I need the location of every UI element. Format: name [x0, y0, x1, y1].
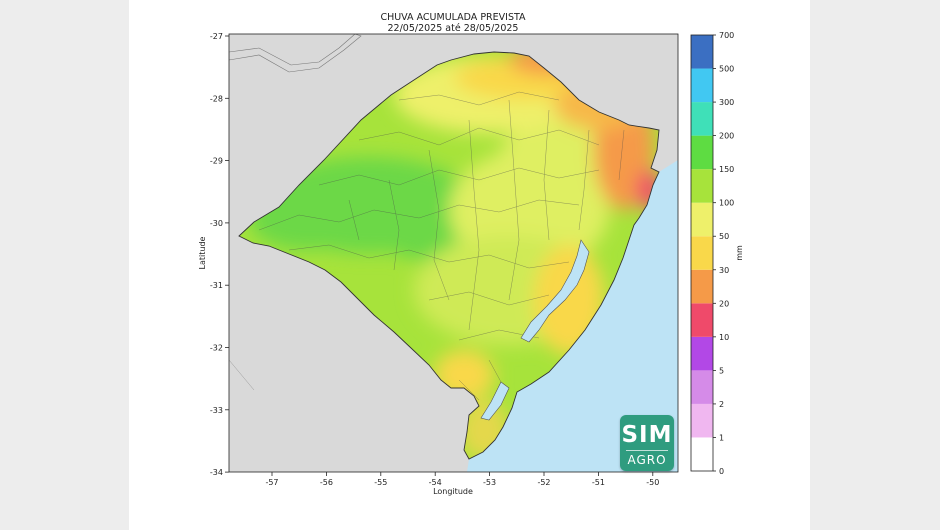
- municipal-boundaries: [258, 91, 625, 401]
- colorbar-swatch: [691, 370, 713, 404]
- colorbar-tick-label: 30: [719, 266, 729, 275]
- colorbar-swatch: [691, 102, 713, 136]
- neighbor-border-south: [229, 359, 255, 391]
- x-tick-label: -51: [592, 478, 605, 487]
- y-tick-label: -30: [210, 219, 223, 228]
- colorbar-swatch: [691, 303, 713, 337]
- colorbar: 0 1 2 5 10 20 30 50 100 150 200 300 500 700: [690, 31, 734, 476]
- colorbar-tick-label: 20: [719, 299, 729, 308]
- x-tick-label: -55: [374, 478, 387, 487]
- colorbar-tick-label: 2: [719, 400, 724, 409]
- x-axis-ticks: -57 -56 -55 -54 -53 -52 -51 -50: [265, 472, 659, 487]
- x-tick-label: -52: [537, 478, 550, 487]
- y-tick-label: -28: [210, 94, 223, 103]
- x-tick-label: -54: [429, 478, 442, 487]
- y-axis-title: Latitude: [198, 236, 207, 269]
- colorbar-swatch: [691, 336, 713, 371]
- y-tick-label: -29: [210, 157, 223, 166]
- x-tick-label: -56: [320, 478, 333, 487]
- logo-sim-text: SIM: [621, 422, 673, 448]
- colorbar-tick-label: 700: [719, 31, 734, 40]
- colorbar-tick-label: 1: [719, 433, 724, 442]
- colorbar-swatch: [691, 269, 713, 304]
- y-axis-ticks: -27 -28 -29 -30 -31 -32 -33 -34: [210, 32, 229, 477]
- colorbar-tick-label: 500: [719, 65, 734, 74]
- plot-frame: [228, 33, 679, 473]
- y-tick-label: -31: [210, 281, 223, 290]
- x-axis-title: Longitude: [433, 487, 473, 496]
- ocean: [467, 160, 678, 472]
- x-tick-label: -53: [483, 478, 496, 487]
- colorbar-tick-label: 150: [719, 165, 734, 174]
- colorbar-swatch: [691, 68, 713, 103]
- colorbar-swatch: [691, 403, 713, 438]
- colorbar-swatch: [691, 236, 713, 270]
- y-tick-label: -34: [210, 468, 223, 477]
- colorbar-frame: [690, 34, 714, 472]
- x-tick-label: -50: [646, 478, 659, 487]
- colorbar-tick-label: 0: [719, 467, 724, 476]
- neighbor-border: [229, 34, 362, 73]
- map-title: CHUVA ACUMULADA PREVISTA: [380, 12, 526, 23]
- logo-agro-text: AGRO: [626, 450, 668, 466]
- colorbar-tick-label: 200: [719, 132, 734, 141]
- colorbar-tick-label: 100: [719, 199, 734, 208]
- colorbar-tick-label: 50: [719, 232, 729, 241]
- colorbar-swatch: [691, 202, 713, 237]
- x-tick-label: -57: [265, 478, 278, 487]
- y-tick-label: -32: [210, 344, 223, 353]
- colorbar-tick-label: 10: [719, 333, 729, 342]
- colorbar-swatch: [691, 437, 713, 471]
- state-outline: [238, 51, 660, 460]
- colorbar-tick-label: 5: [719, 366, 724, 375]
- colorbar-tick-label: 300: [719, 98, 734, 107]
- map-subtitle: 22/05/2025 até 28/05/2025: [388, 23, 519, 34]
- rainfall-map: CHUVA ACUMULADA PREVISTA 22/05/2025 até …: [198, 12, 744, 496]
- figure-sheet: CHUVA ACUMULADA PREVISTA 22/05/2025 até …: [129, 0, 810, 530]
- colorbar-swatch: [691, 135, 713, 170]
- y-tick-label: -33: [210, 406, 223, 415]
- sim-agro-logo: SIM AGRO: [620, 415, 674, 471]
- colorbar-swatch: [691, 169, 713, 203]
- lagoons: [480, 239, 590, 421]
- y-tick-label: -27: [210, 32, 223, 41]
- colorbar-unit: mm: [735, 245, 744, 261]
- colorbar-swatch: [691, 35, 713, 69]
